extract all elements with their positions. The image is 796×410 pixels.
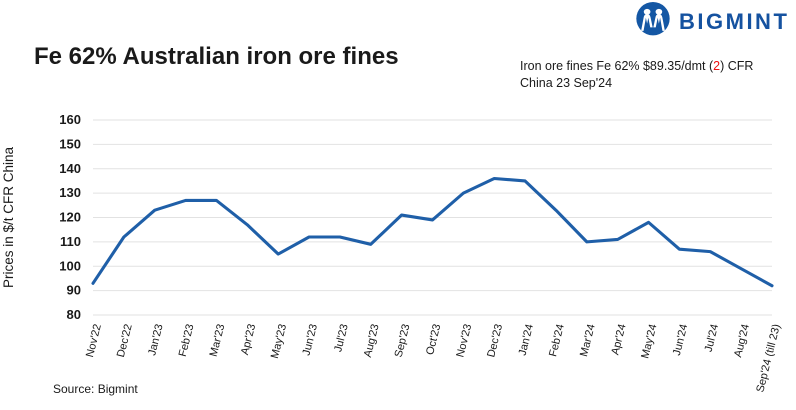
svg-text:160: 160 bbox=[59, 112, 81, 127]
svg-text:Jul'24: Jul'24 bbox=[703, 323, 722, 353]
svg-text:90: 90 bbox=[67, 283, 81, 298]
svg-text:Mar'23: Mar'23 bbox=[208, 323, 228, 358]
svg-text:Jul'23: Jul'23 bbox=[332, 323, 351, 353]
svg-text:Feb'24: Feb'24 bbox=[547, 323, 567, 358]
svg-text:Jun'23: Jun'23 bbox=[301, 323, 320, 357]
svg-text:Nov'23: Nov'23 bbox=[454, 323, 474, 359]
svg-text:May'24: May'24 bbox=[639, 323, 659, 360]
svg-text:Dec'22: Dec'22 bbox=[115, 323, 135, 359]
svg-text:Aug'23: Aug'23 bbox=[362, 323, 382, 359]
svg-text:Apr'24: Apr'24 bbox=[609, 323, 628, 356]
svg-text:Jan'23: Jan'23 bbox=[146, 323, 165, 357]
svg-text:Apr'23: Apr'23 bbox=[239, 323, 258, 356]
svg-text:Prices in $/t CFR China: Prices in $/t CFR China bbox=[1, 146, 16, 288]
svg-text:Jan'24: Jan'24 bbox=[517, 323, 536, 357]
svg-text:Feb'23: Feb'23 bbox=[177, 323, 197, 358]
svg-text:100: 100 bbox=[59, 258, 81, 273]
svg-text:Aug'24: Aug'24 bbox=[732, 323, 752, 359]
svg-text:Mar'24: Mar'24 bbox=[578, 323, 598, 358]
svg-text:Sep'24 (till 23): Sep'24 (till 23) bbox=[754, 323, 783, 394]
svg-text:130: 130 bbox=[59, 185, 81, 200]
svg-text:150: 150 bbox=[59, 136, 81, 151]
svg-text:Sep'23: Sep'23 bbox=[393, 323, 413, 359]
svg-text:140: 140 bbox=[59, 161, 81, 176]
svg-text:Jun'24: Jun'24 bbox=[671, 323, 690, 357]
svg-text:110: 110 bbox=[60, 234, 81, 249]
svg-text:Oct'23: Oct'23 bbox=[424, 323, 443, 356]
svg-text:120: 120 bbox=[59, 210, 81, 225]
svg-text:Dec'23: Dec'23 bbox=[485, 323, 505, 359]
svg-text:Nov'22: Nov'22 bbox=[84, 323, 104, 359]
svg-text:80: 80 bbox=[67, 307, 81, 322]
svg-text:May'23: May'23 bbox=[269, 323, 289, 360]
